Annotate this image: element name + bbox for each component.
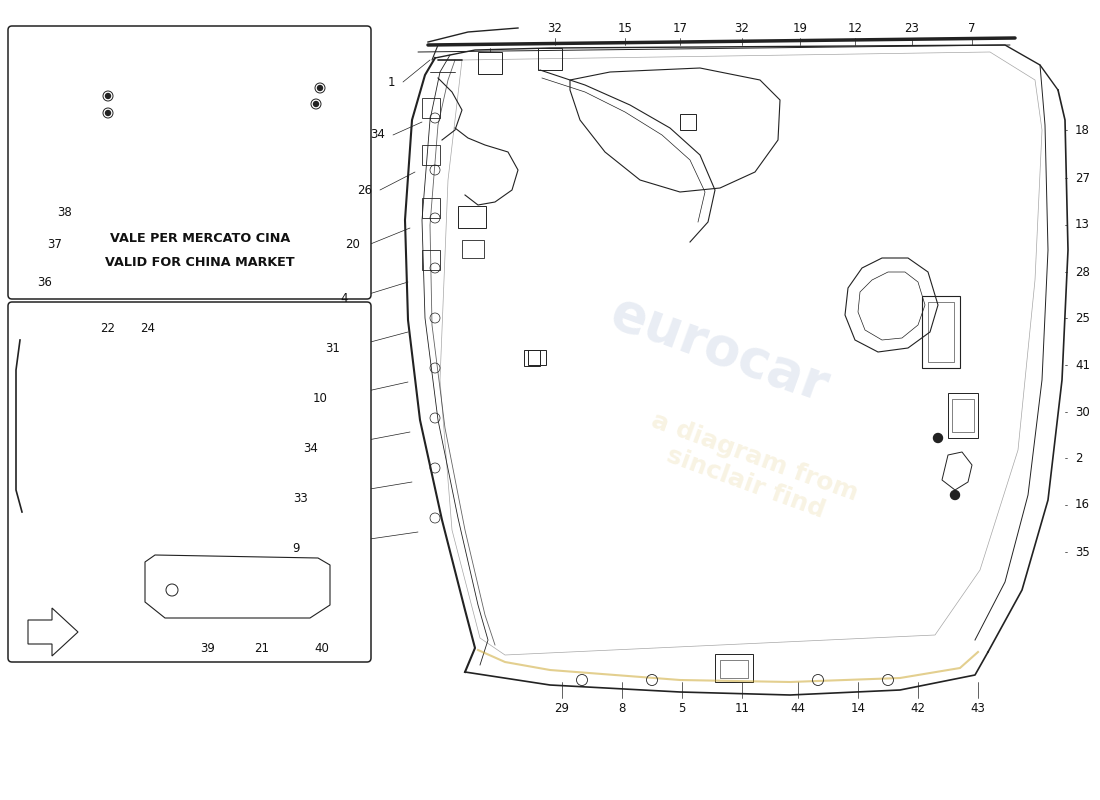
- Text: 11: 11: [735, 702, 749, 714]
- Bar: [928, 302, 954, 362]
- Bar: [422, 145, 440, 165]
- Text: 14: 14: [850, 702, 866, 714]
- Text: 28: 28: [1075, 266, 1090, 278]
- Text: 31: 31: [326, 342, 340, 354]
- Text: 10: 10: [314, 391, 328, 405]
- Text: 32: 32: [548, 22, 562, 34]
- Text: 7: 7: [968, 22, 976, 34]
- Text: 25: 25: [1075, 311, 1090, 325]
- Text: 42: 42: [911, 702, 925, 714]
- Text: 30: 30: [1075, 406, 1090, 418]
- Text: 39: 39: [200, 642, 216, 654]
- Text: 34: 34: [304, 442, 318, 454]
- Text: 9: 9: [293, 542, 300, 554]
- Bar: [422, 250, 440, 270]
- Text: 34: 34: [370, 129, 385, 142]
- Bar: [922, 296, 960, 368]
- Bar: [458, 206, 486, 228]
- Bar: [422, 98, 440, 118]
- Text: 24: 24: [141, 322, 155, 334]
- Bar: [715, 654, 754, 682]
- Bar: [524, 350, 540, 366]
- Circle shape: [950, 490, 959, 499]
- Circle shape: [106, 110, 110, 115]
- Text: 26: 26: [358, 183, 372, 197]
- Bar: [948, 393, 978, 438]
- Bar: [78, 376, 118, 408]
- Text: 44: 44: [791, 702, 805, 714]
- Text: eurocar: eurocar: [604, 286, 836, 414]
- Text: 5: 5: [679, 702, 685, 714]
- Text: 4: 4: [341, 291, 348, 305]
- Text: 21: 21: [254, 642, 270, 654]
- Text: 23: 23: [904, 22, 920, 34]
- Bar: [462, 240, 484, 258]
- Circle shape: [106, 94, 110, 98]
- Text: 12: 12: [847, 22, 862, 34]
- Text: 40: 40: [315, 642, 329, 654]
- Circle shape: [314, 102, 319, 106]
- Text: 37: 37: [47, 238, 62, 251]
- Text: a diagram from
sinclair find: a diagram from sinclair find: [639, 408, 861, 532]
- Text: 17: 17: [672, 22, 688, 34]
- Circle shape: [934, 434, 943, 442]
- Text: VALID FOR CHINA MARKET: VALID FOR CHINA MARKET: [106, 255, 295, 269]
- Text: 35: 35: [1075, 546, 1090, 558]
- FancyBboxPatch shape: [8, 302, 371, 662]
- Text: 33: 33: [294, 491, 308, 505]
- Bar: [72, 372, 124, 412]
- Text: 32: 32: [735, 22, 749, 34]
- Text: VALE PER MERCATO CINA: VALE PER MERCATO CINA: [110, 231, 290, 245]
- Text: 36: 36: [37, 275, 52, 289]
- Text: 18: 18: [1075, 123, 1090, 137]
- Bar: [952, 399, 974, 432]
- Text: 1: 1: [387, 75, 395, 89]
- Text: 16: 16: [1075, 498, 1090, 511]
- Bar: [680, 114, 696, 130]
- Bar: [478, 52, 502, 74]
- Text: 15: 15: [617, 22, 632, 34]
- Bar: [528, 350, 546, 365]
- Text: 43: 43: [970, 702, 986, 714]
- Text: 13: 13: [1075, 218, 1090, 231]
- Text: 38: 38: [57, 206, 72, 218]
- Text: 41: 41: [1075, 358, 1090, 371]
- Text: 2: 2: [1075, 451, 1082, 465]
- Text: 29: 29: [554, 702, 570, 714]
- Bar: [422, 198, 440, 218]
- FancyBboxPatch shape: [8, 26, 371, 299]
- Text: 22: 22: [100, 322, 116, 334]
- Text: 27: 27: [1075, 171, 1090, 185]
- Text: 20: 20: [345, 238, 360, 251]
- Circle shape: [318, 86, 322, 90]
- Bar: [720, 660, 748, 678]
- Text: 8: 8: [618, 702, 626, 714]
- Bar: [538, 48, 562, 70]
- Text: 19: 19: [792, 22, 807, 34]
